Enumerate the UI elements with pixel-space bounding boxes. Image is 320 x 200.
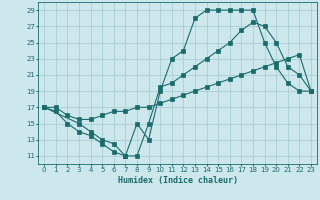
X-axis label: Humidex (Indice chaleur): Humidex (Indice chaleur) xyxy=(118,176,238,185)
